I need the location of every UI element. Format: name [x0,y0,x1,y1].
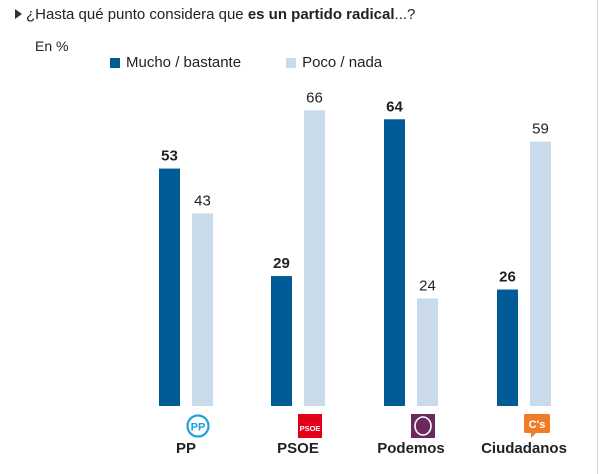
svg-text:C's: C's [529,419,546,431]
bar-ciudadanos-poco-nada [530,141,551,406]
legend-swatch-mucho [110,57,120,68]
legend: Mucho / bastante Poco / nada [110,54,382,71]
bar-podemos-poco-nada [417,298,438,406]
category-label-podemos: Podemos [377,440,445,457]
legend-swatch-poco [286,57,297,68]
data-label-ciudadanos-poco-nada: 59 [532,121,549,138]
legend-item-mucho: Mucho / bastante [110,54,241,71]
chart-title: ¿Hasta qué punto considera que es un par… [15,6,415,23]
legend-label-mucho: Mucho / bastante [126,54,242,71]
data-label-psoe-mucho-bastante: 29 [273,255,290,272]
frame-border [597,0,598,474]
svg-text:PP: PP [191,422,206,434]
bar-psoe-mucho-bastante [271,276,292,406]
legend-label-poco: Poco / nada [302,54,383,71]
bar-psoe-poco-nada [304,110,325,406]
data-label-pp-mucho-bastante: 53 [161,148,178,165]
data-label-psoe-poco-nada: 66 [306,89,323,106]
category-label-ciudadanos: Ciudadanos [481,440,567,457]
bullet-icon [15,9,22,19]
category-label-psoe: PSOE [277,440,319,457]
data-label-podemos-poco-nada: 24 [419,277,436,294]
title-prefix: ¿Hasta qué punto considera que [26,6,248,23]
legend-item-poco: Poco / nada [286,54,382,71]
svg-text:PSOE: PSOE [300,424,321,433]
bar-pp-poco-nada [192,213,213,406]
unit-label: En % [35,38,69,54]
title-bold: es un partido radical [247,6,395,23]
bar-pp-mucho-bastante [159,168,180,406]
category-label-pp: PP [175,440,197,457]
title-suffix: ...? [394,6,416,23]
bar-ciudadanos-mucho-bastante [497,289,518,406]
data-label-ciudadanos-mucho-bastante: 26 [499,269,516,286]
data-label-pp-poco-nada: 43 [194,192,211,209]
bar-podemos-mucho-bastante [384,119,405,406]
data-label-podemos-mucho-bastante: 64 [386,98,403,115]
